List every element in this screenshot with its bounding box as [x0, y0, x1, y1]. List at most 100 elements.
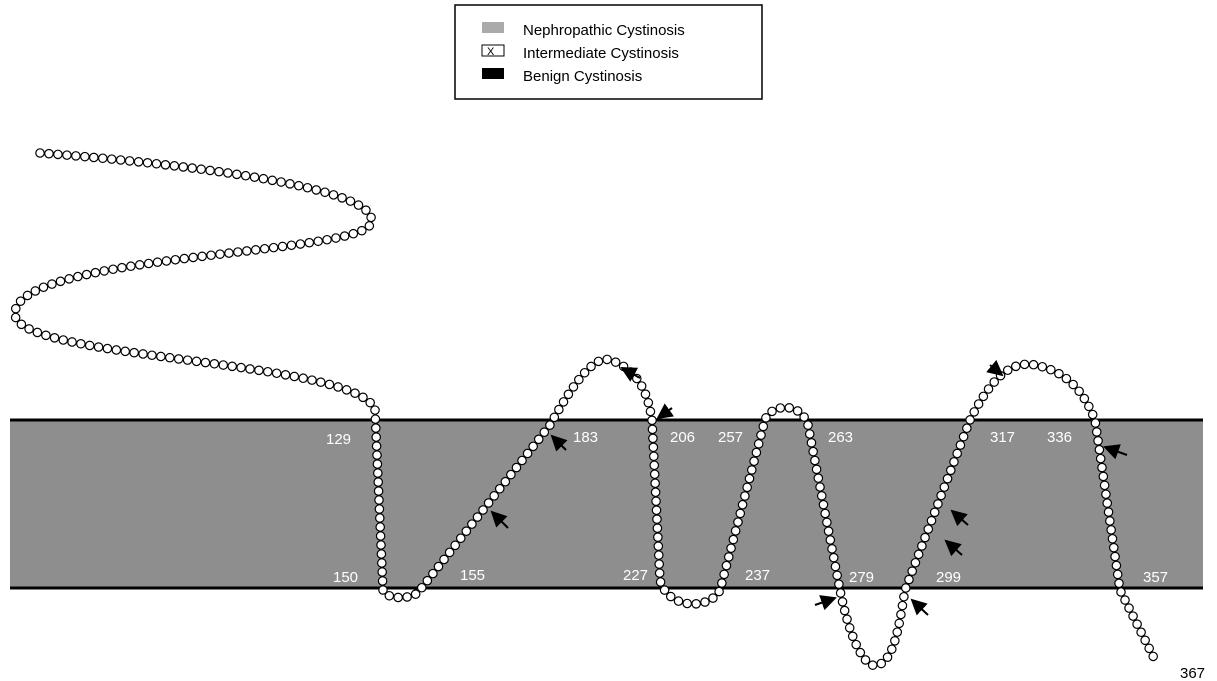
- residue-bead: [564, 390, 572, 398]
- residue-label: 206: [670, 429, 695, 446]
- residue-bead: [215, 167, 223, 175]
- residue-bead: [956, 441, 964, 449]
- residue-bead: [1080, 394, 1088, 402]
- residue-bead: [45, 149, 53, 157]
- residue-bead: [372, 442, 380, 450]
- residue-bead: [1004, 366, 1012, 374]
- residue-bead: [918, 542, 926, 550]
- residue-bead: [897, 610, 905, 618]
- residue-bead: [861, 656, 869, 664]
- residue-bead: [1096, 454, 1104, 462]
- residue-bead: [529, 442, 537, 450]
- legend-label: Benign Cystinosis: [523, 68, 642, 85]
- residue-bead: [338, 194, 346, 202]
- residue-bead: [462, 527, 470, 535]
- residue-bead: [349, 230, 357, 238]
- residue-bead: [1012, 362, 1020, 370]
- residue-bead: [806, 430, 814, 438]
- residue-bead: [312, 186, 320, 194]
- residue-bead: [180, 254, 188, 262]
- residue-bead: [507, 470, 515, 478]
- residue-bead: [750, 457, 758, 465]
- residue-bead: [188, 164, 196, 172]
- residue-bead: [77, 340, 85, 348]
- residue-bead: [1062, 374, 1070, 382]
- residue-bead: [540, 428, 548, 436]
- residue-bead: [321, 188, 329, 196]
- residue-bead: [943, 475, 951, 483]
- residue-label: 367: [1180, 665, 1205, 681]
- residue-bead: [950, 458, 958, 466]
- residue-bead: [819, 500, 827, 508]
- residue-bead: [823, 518, 831, 526]
- residue-bead: [91, 268, 99, 276]
- residue-label: 129: [326, 431, 351, 448]
- residue-label: 279: [849, 569, 874, 586]
- residue-bead: [112, 346, 120, 354]
- residue-bead: [727, 544, 735, 552]
- residue-bead: [974, 400, 982, 408]
- residue-bead: [371, 415, 379, 423]
- residue-bead: [351, 389, 359, 397]
- residue-bead: [1075, 387, 1083, 395]
- residue-bead: [340, 232, 348, 240]
- residue-bead: [905, 575, 913, 583]
- residue-bead: [325, 380, 333, 388]
- residue-bead: [1117, 588, 1125, 596]
- residue-bead: [652, 497, 660, 505]
- residue-bead: [210, 360, 218, 368]
- residue-bead: [891, 637, 899, 645]
- residue-bead: [362, 206, 370, 214]
- residue-label: 150: [333, 569, 358, 586]
- residue-bead: [36, 149, 44, 157]
- residue-bead: [811, 456, 819, 464]
- residue-bead: [1093, 428, 1101, 436]
- residue-bead: [947, 466, 955, 474]
- residue-bead: [674, 597, 682, 605]
- residue-bead: [372, 424, 380, 432]
- residue-bead: [927, 517, 935, 525]
- legend-swatch-mark: X: [487, 46, 495, 58]
- residue-bead: [152, 160, 160, 168]
- residue-bead: [828, 545, 836, 553]
- residue-bead: [667, 592, 675, 600]
- residue-bead: [329, 191, 337, 199]
- residue-bead: [1121, 596, 1129, 604]
- residue-bead: [366, 398, 374, 406]
- residue-bead: [734, 518, 742, 526]
- residue-label: 227: [623, 567, 648, 584]
- residue-bead: [587, 362, 595, 370]
- residue-bead: [652, 506, 660, 514]
- residue-bead: [849, 632, 857, 640]
- residue-bead: [831, 562, 839, 570]
- residue-bead: [243, 247, 251, 255]
- legend: X Nephropathic Cystinosis Intermediate C…: [455, 5, 762, 99]
- residue-bead: [731, 527, 739, 535]
- residue-bead: [259, 175, 267, 183]
- residue-bead: [818, 492, 826, 500]
- residue-bead: [246, 365, 254, 373]
- residue-bead: [888, 645, 896, 653]
- residue-bead: [653, 524, 661, 532]
- residue-bead: [512, 463, 520, 471]
- residue-bead: [1085, 402, 1093, 410]
- residue-bead: [473, 513, 481, 521]
- residue-bead: [299, 374, 307, 382]
- residue-bead: [1149, 652, 1157, 660]
- residue-bead: [1038, 363, 1046, 371]
- residue-bead: [718, 579, 726, 587]
- topology-diagram: X Nephropathic Cystinosis Intermediate C…: [0, 0, 1217, 681]
- arrow: [912, 600, 928, 615]
- residue-bead: [374, 487, 382, 495]
- residue-bead: [134, 158, 142, 166]
- residue-bead: [496, 485, 504, 493]
- residue-bead: [323, 236, 331, 244]
- residue-bead: [812, 465, 820, 473]
- residue-bead: [376, 532, 384, 540]
- residue-bead: [816, 483, 824, 491]
- residue-label: 257: [718, 429, 743, 446]
- residue-bead: [287, 241, 295, 249]
- residue-bead: [575, 375, 583, 383]
- residue-bead: [317, 378, 325, 386]
- residue-bead: [654, 533, 662, 541]
